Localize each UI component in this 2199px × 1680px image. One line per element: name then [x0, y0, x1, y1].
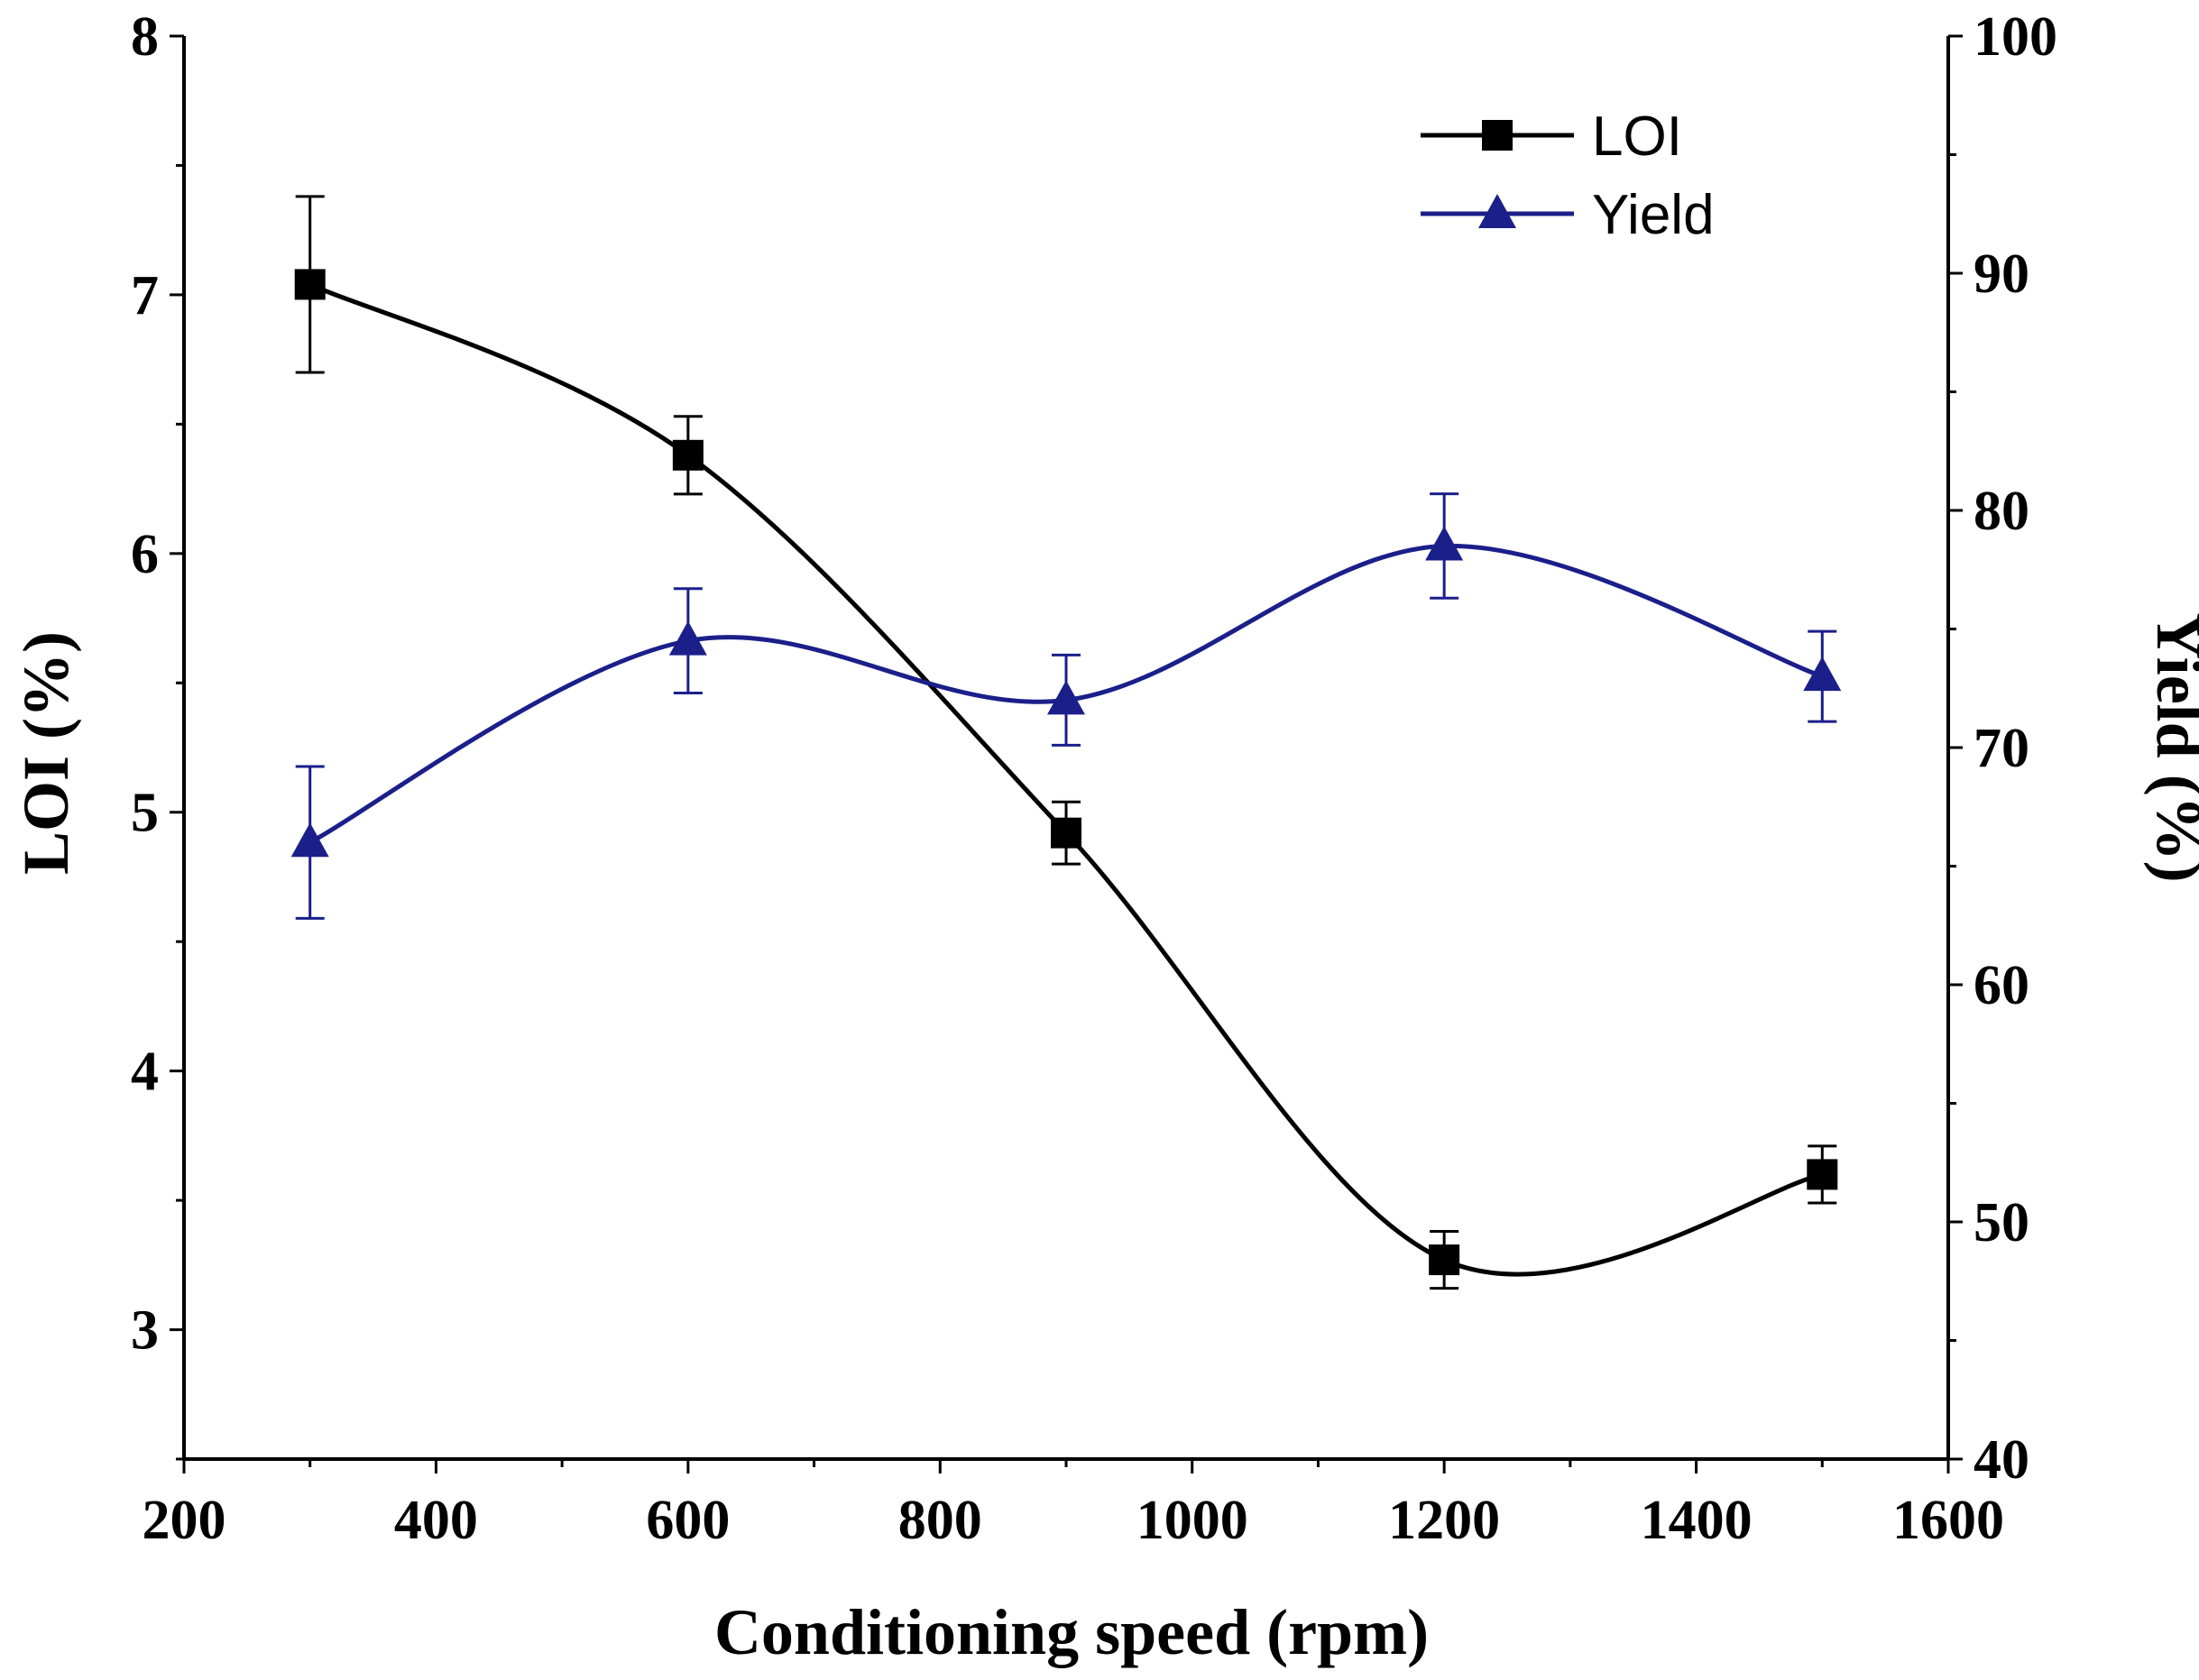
- y-right-tick-label: 100: [1974, 6, 2057, 68]
- yield-marker: [668, 620, 707, 656]
- legend-label-yield: Yield: [1592, 184, 1715, 246]
- y-axis-title-right: Yield (%): [2143, 612, 2199, 882]
- yield-marker: [1425, 526, 1464, 561]
- y-left-tick-label: 6: [131, 524, 159, 585]
- y-right-tick-label: 40: [1974, 1429, 2029, 1491]
- series-curves: [308, 282, 1824, 1277]
- y-right-tick-label: 50: [1974, 1192, 2029, 1253]
- yield-marker: [1803, 656, 1842, 692]
- y-left-tick-label: 7: [131, 265, 159, 326]
- x-tick-label: 200: [143, 1490, 226, 1551]
- x-tick-label: 1600: [1892, 1490, 2004, 1551]
- x-axis-title: Conditioning speed (rpm): [714, 1596, 1429, 1668]
- x-tick-label: 1200: [1388, 1490, 1500, 1551]
- x-tick-label: 800: [898, 1490, 982, 1551]
- x-tick-label: 400: [394, 1490, 478, 1551]
- y-axis-title-left: LOI (%): [10, 631, 82, 875]
- y-left-tick-label: 8: [131, 6, 159, 68]
- y-left-tick-label: 4: [131, 1042, 159, 1103]
- legend-label-loi: LOI: [1592, 106, 1682, 168]
- yield-marker: [290, 822, 329, 858]
- x-tick-label: 1400: [1641, 1490, 1753, 1551]
- loi-marker: [294, 269, 326, 300]
- x-tick-label: 1000: [1136, 1490, 1248, 1551]
- axes: [182, 36, 1950, 1461]
- yield-marker: [1047, 680, 1085, 715]
- legend-marker-loi: [1482, 120, 1513, 151]
- y-right-tick-label: 60: [1974, 955, 2029, 1016]
- x-tick-label: 600: [646, 1490, 730, 1551]
- y-right-tick-label: 90: [1974, 243, 2029, 305]
- error-bars: [295, 195, 1837, 1290]
- legend: LOI Yield: [1421, 106, 1715, 246]
- y-left-tick-label: 3: [131, 1300, 159, 1362]
- loi-marker: [1429, 1244, 1460, 1276]
- y-right-tick-label: 80: [1974, 481, 2029, 542]
- loi-curve: [308, 282, 1823, 1277]
- loi-marker: [1051, 817, 1081, 849]
- y-left-tick-label: 5: [131, 783, 159, 844]
- legend-marker-yield: [1478, 194, 1516, 228]
- series-markers: [290, 269, 1842, 1276]
- loi-marker: [672, 439, 704, 471]
- ticks: [170, 34, 1963, 1473]
- tick-labels: 200 400 600 800 1000 1200 1400 1600 3 4 5 6 7 8 40 50 60…: [131, 6, 2057, 1551]
- y-right-tick-label: 70: [1974, 718, 2029, 779]
- loi-marker: [1807, 1159, 1838, 1190]
